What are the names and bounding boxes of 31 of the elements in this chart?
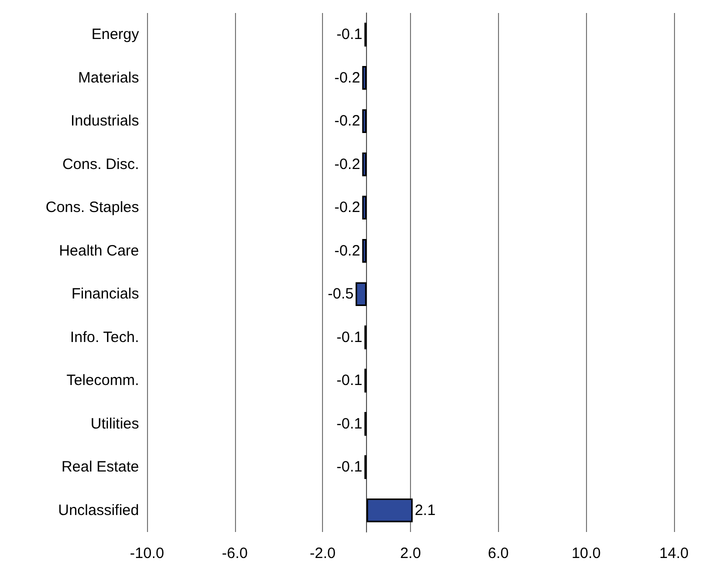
y-tick-label: Unclassified (58, 502, 139, 519)
y-tick-label: Energy (91, 26, 140, 44)
data-label: -0.2 (334, 199, 360, 216)
y-tick-label: Utilities (90, 415, 139, 432)
data-label: -0.1 (336, 415, 362, 432)
y-tick-label: Cons. Staples (46, 199, 139, 216)
data-label: -0.1 (336, 328, 362, 346)
data-label: -0.2 (334, 69, 360, 86)
x-tick-label: -10.0 (130, 545, 164, 562)
x-tick-label: -2.0 (310, 545, 336, 562)
y-tick-label: Cons. Disc. (62, 156, 139, 173)
x-tick-label: -6.0 (222, 545, 248, 562)
y-tick-label: Real Estate (61, 458, 139, 476)
data-label: -0.5 (328, 286, 354, 303)
x-tick-label: 2.0 (400, 545, 421, 562)
y-tick-label: Financials (71, 286, 139, 303)
y-tick-label: Info. Tech. (70, 328, 139, 346)
y-tick-label: Materials (78, 69, 139, 86)
data-label: -0.1 (336, 372, 362, 390)
data-label: 2.1 (414, 502, 436, 519)
data-label: -0.1 (336, 26, 362, 44)
x-tick-label: 14.0 (659, 545, 689, 562)
y-tick-label: Health Care (58, 242, 139, 260)
y-tick-label: Telecomm. (66, 372, 139, 390)
x-tick-label: 10.0 (572, 545, 601, 562)
x-tick-label: 6.0 (488, 545, 509, 562)
data-label: -0.1 (336, 458, 362, 476)
y-tick-label: Industrials (70, 112, 139, 130)
data-label: -0.2 (334, 242, 360, 260)
data-label: -0.2 (334, 156, 360, 173)
data-label: -0.2 (334, 112, 360, 130)
